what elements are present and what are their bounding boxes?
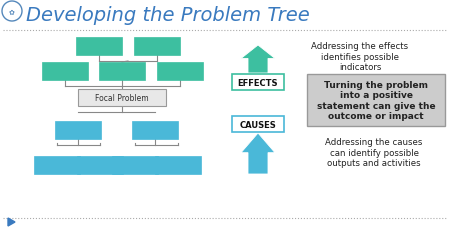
Bar — [232, 75, 284, 91]
Bar — [42, 63, 88, 81]
Bar — [77, 156, 123, 174]
Polygon shape — [241, 46, 275, 74]
Text: Turning the problem
into a positive
statement can give the
outcome or impact: Turning the problem into a positive stat… — [317, 81, 435, 121]
Bar — [112, 156, 158, 174]
Bar — [134, 38, 180, 56]
Text: Addressing the effects
identifies possible
indicators: Addressing the effects identifies possib… — [311, 42, 409, 72]
Bar — [76, 38, 122, 56]
Text: Focal Problem: Focal Problem — [95, 94, 149, 103]
Bar — [155, 156, 201, 174]
Text: ✿: ✿ — [9, 9, 15, 15]
Bar — [157, 63, 203, 81]
Polygon shape — [241, 134, 275, 174]
Bar — [34, 156, 80, 174]
Bar — [307, 75, 445, 127]
Text: Developing the Problem Tree: Developing the Problem Tree — [26, 6, 310, 24]
Bar — [55, 121, 101, 139]
Bar — [232, 116, 284, 133]
Text: Addressing the causes
can identify possible
outputs and activities: Addressing the causes can identify possi… — [325, 138, 423, 167]
Bar — [99, 63, 145, 81]
Bar — [132, 121, 178, 139]
Bar — [78, 90, 166, 107]
Polygon shape — [8, 218, 15, 226]
Text: EFFECTS: EFFECTS — [238, 78, 278, 87]
Text: CAUSES: CAUSES — [239, 120, 276, 129]
